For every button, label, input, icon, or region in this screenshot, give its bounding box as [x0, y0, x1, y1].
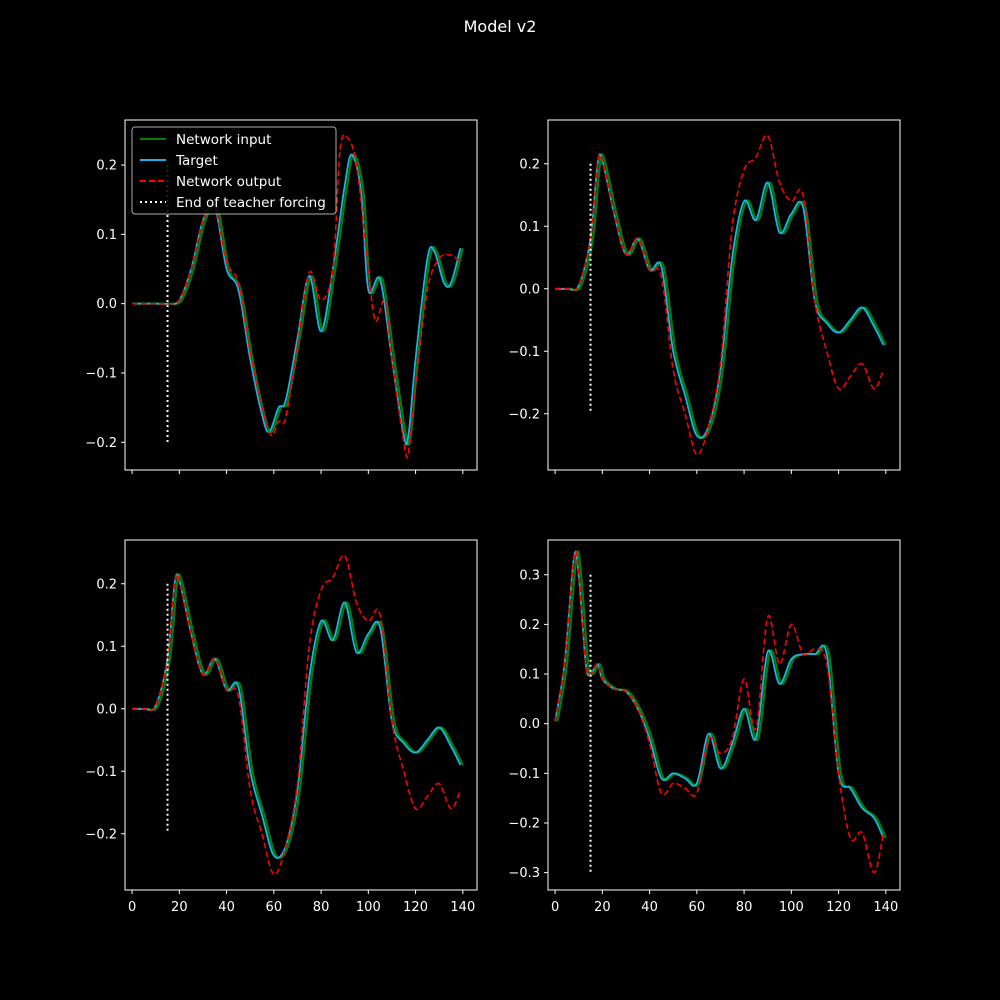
legend-label: End of teacher forcing	[176, 195, 326, 211]
legend-label: Target	[175, 153, 218, 169]
y-tick-label: −0.2	[508, 816, 540, 831]
y-tick-label: −0.1	[85, 366, 117, 381]
plot-area	[132, 554, 464, 876]
subplot-top-right: −0.2 −0.1 0.0 0.1 0.2	[508, 119, 901, 474]
series-line-network-output	[555, 134, 885, 456]
x-tick-label: 80	[313, 900, 330, 915]
x-tick-label: 120	[826, 900, 851, 915]
y-tick-label: 0.2	[519, 618, 540, 633]
y-tick-label: −0.3	[508, 866, 540, 881]
y-tick-label: −0.2	[85, 827, 117, 842]
x-tick-label: 20	[171, 900, 188, 915]
x-tick-label: 60	[689, 900, 706, 915]
y-tick-label: −0.1	[508, 345, 540, 360]
legend-box	[131, 126, 337, 215]
series-line-network-output	[132, 554, 462, 876]
x-tick-label: 80	[736, 900, 753, 915]
y-tick-label: 0.0	[519, 717, 540, 732]
x-tick-label: 20	[594, 900, 611, 915]
subplot-bottom-left: 0 20 40 60 80 100 120 140 −0.2 −0.1 0.0 0.1 0.2	[85, 539, 478, 915]
y-tick-label: 0.2	[96, 159, 117, 174]
x-tick-label: 140	[873, 900, 898, 915]
y-tick-label: 0.0	[96, 702, 117, 717]
x-tick-label: 140	[450, 900, 475, 915]
x-tick-label: 100	[356, 900, 381, 915]
series-line-network-input	[556, 550, 887, 839]
x-tick-label: 100	[779, 900, 804, 915]
subplot-bottom-right: 0 20 40 60 80 100 120 140 −0.3 −0.2 −0.1 0.0 0.1 0.2 0…	[508, 539, 901, 915]
figure-title: Model v2	[463, 17, 537, 36]
x-tick-label: 120	[403, 900, 428, 915]
series-line-network-output	[132, 134, 461, 459]
x-tick-label: 0	[128, 900, 136, 915]
y-tick-label: 0.0	[519, 282, 540, 297]
legend-label: Network input	[176, 132, 271, 148]
series-line-network-input	[557, 153, 887, 439]
y-tick-label: −0.1	[508, 767, 540, 782]
series-line-network-output	[554, 550, 885, 874]
y-tick-label: 0.3	[519, 568, 540, 583]
y-tick-label: 0.1	[519, 668, 540, 683]
y-tick-label: 0.0	[96, 297, 117, 312]
axes-frame	[124, 539, 478, 891]
series-line-network-input	[134, 573, 464, 859]
y-tick-label: −0.1	[85, 765, 117, 780]
legend: Network input Target Network output End of …	[131, 126, 337, 215]
plot-area	[555, 134, 887, 456]
x-tick-label: 60	[266, 900, 283, 915]
y-tick-label: 0.2	[519, 157, 540, 172]
y-tick-label: 0.1	[96, 228, 117, 243]
y-tick-label: 0.1	[519, 220, 540, 235]
axes-frame	[124, 119, 478, 471]
legend-label: Network output	[176, 174, 281, 190]
axes-frame	[547, 539, 901, 891]
x-tick-label: 0	[551, 900, 559, 915]
y-tick-label: 0.1	[96, 640, 117, 655]
plot-area	[554, 550, 887, 874]
y-tick-label: −0.2	[85, 436, 117, 451]
y-tick-label: −0.2	[508, 407, 540, 422]
x-tick-label: 40	[218, 900, 235, 915]
x-tick-label: 40	[641, 900, 658, 915]
y-tick-label: 0.2	[96, 577, 117, 592]
axes-frame	[547, 119, 901, 471]
